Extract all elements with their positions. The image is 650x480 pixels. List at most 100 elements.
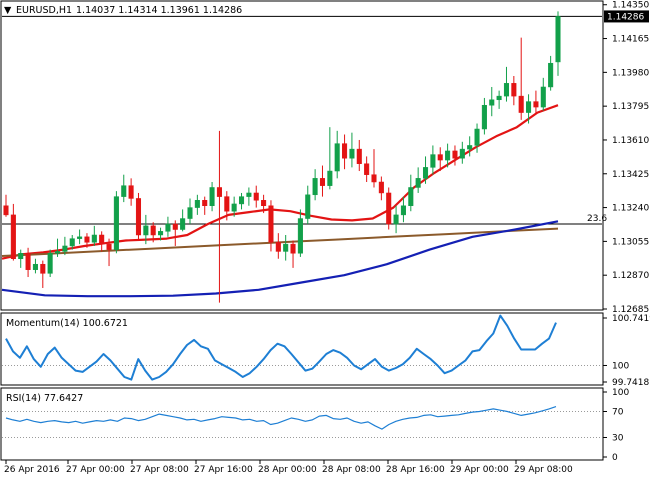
price-axis: 1.14350 1.14165 1.13980 1.13795 1.13610 1.134…	[603, 1, 649, 315]
candle	[3, 194, 9, 217]
candle	[209, 181, 215, 212]
candle	[319, 165, 326, 197]
candle	[275, 233, 281, 259]
candle	[297, 209, 303, 257]
candle	[194, 194, 200, 215]
candle	[422, 156, 429, 184]
candle	[187, 198, 193, 225]
candle	[261, 194, 267, 214]
candle	[135, 192, 142, 241]
time-tick-label: 28 Apr 16:00	[386, 465, 445, 475]
candle	[481, 97, 487, 135]
candle	[503, 66, 510, 102]
momentum-tick-label: 100.7419	[612, 314, 650, 324]
candle	[128, 178, 134, 206]
momentum-indicator: 100.7419 100 99.7418	[2, 314, 650, 388]
time-tick-label: 28 Apr 08:00	[322, 465, 381, 475]
candle	[400, 196, 406, 223]
chart-menu-triangle-icon[interactable]: ▼	[4, 5, 12, 16]
candle	[430, 145, 436, 175]
time-tick-label: 26 Apr 2016	[4, 465, 60, 475]
candle	[467, 136, 473, 157]
candle	[91, 225, 97, 246]
candle	[555, 11, 561, 76]
price-tick-label: 1.13795	[612, 102, 649, 112]
rsi-pane-frame	[0, 387, 604, 461]
candle	[18, 249, 24, 268]
price-tick-label: 1.14165	[612, 35, 649, 45]
time-tick-label: 27 Apr 16:00	[194, 465, 253, 475]
rsi-tick-label: 70	[612, 408, 624, 418]
candle	[180, 209, 186, 232]
candle	[40, 260, 46, 288]
candle	[408, 174, 414, 212]
candle	[378, 176, 384, 201]
rsi-tick-label: 30	[612, 434, 624, 444]
candle	[526, 94, 532, 124]
candle	[415, 167, 421, 193]
candle	[231, 196, 237, 217]
price-tick-label: 1.13055	[612, 237, 649, 247]
candle	[312, 169, 318, 201]
candle	[342, 134, 348, 170]
time-axis: 26 Apr 2016 27 Apr 00:00 27 Apr 08:00 27 Ap…	[4, 460, 573, 475]
candle	[113, 191, 119, 254]
candle	[25, 247, 31, 278]
moving-average-line	[1, 220, 559, 298]
momentum-pane-frame	[0, 312, 604, 386]
candle	[77, 229, 83, 245]
rsi-title: RSI(14) 77.6427	[6, 393, 83, 404]
candle	[518, 37, 524, 120]
candle	[364, 156, 370, 182]
price-tick-label: 1.13610	[612, 136, 649, 146]
price-tick-label: 1.12870	[612, 271, 649, 281]
candle	[459, 141, 465, 164]
momentum-tick-label: 100	[612, 361, 629, 371]
ohlc-values: 1.14037 1.14314 1.13961 1.14286	[76, 5, 242, 16]
candle	[99, 231, 105, 252]
candle	[496, 90, 502, 109]
candle	[224, 191, 230, 221]
price-tick-label: 1.13425	[612, 170, 649, 180]
candle	[548, 55, 554, 91]
candle	[253, 185, 259, 208]
candle	[268, 200, 274, 252]
candle	[452, 145, 458, 166]
current-price-tag	[604, 10, 649, 23]
candlestick-series	[3, 11, 561, 303]
candle	[371, 149, 377, 188]
candle	[47, 249, 53, 278]
candle	[172, 220, 178, 246]
candle	[290, 240, 296, 268]
candle	[349, 132, 355, 168]
candle	[540, 77, 546, 111]
candle	[69, 234, 75, 250]
price-tick-label: 1.13240	[612, 204, 649, 214]
candle	[393, 205, 399, 234]
candle	[84, 233, 90, 248]
candle	[106, 238, 112, 267]
current-price-label: 1.14286	[607, 12, 644, 22]
candle	[327, 127, 333, 190]
candle	[445, 143, 451, 168]
time-tick-label: 27 Apr 08:00	[130, 465, 189, 475]
momentum-line	[5, 314, 557, 381]
fibonacci-level-label: 23.6	[587, 214, 607, 224]
candle	[10, 203, 16, 261]
candle	[283, 234, 289, 261]
candle	[511, 76, 517, 106]
candle	[165, 216, 171, 237]
time-tick-label: 29 Apr 00:00	[450, 465, 509, 475]
time-tick-label: 28 Apr 00:00	[258, 465, 317, 475]
candle	[533, 90, 539, 115]
candle	[216, 130, 222, 303]
price-tick-label: 1.12685	[612, 305, 649, 315]
candle	[150, 222, 156, 243]
time-tick-label: 29 Apr 08:00	[514, 465, 573, 475]
candle	[32, 258, 38, 274]
candle	[386, 187, 392, 230]
candle	[54, 238, 61, 257]
chart-symbol-label: EURUSD,H1	[16, 5, 72, 16]
